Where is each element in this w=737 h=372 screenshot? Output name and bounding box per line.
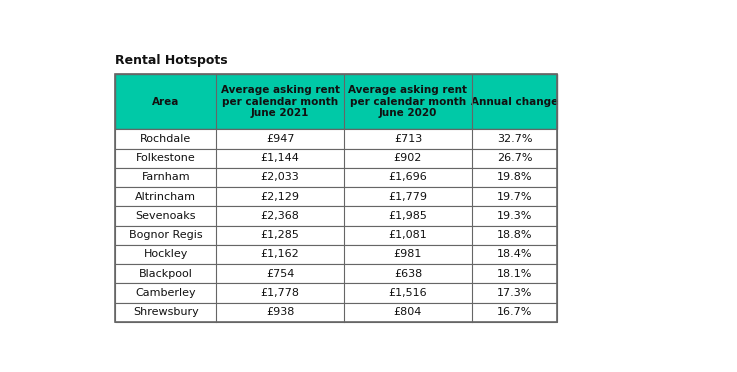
Bar: [116, 148, 557, 168]
Text: Average asking rent
per calendar month
June 2020: Average asking rent per calendar month J…: [349, 85, 467, 118]
Text: 18.4%: 18.4%: [497, 250, 532, 259]
Text: 32.7%: 32.7%: [497, 134, 532, 144]
Text: 16.7%: 16.7%: [497, 307, 532, 317]
Text: £804: £804: [394, 307, 422, 317]
Bar: [116, 225, 557, 245]
Text: £902: £902: [394, 153, 422, 163]
Bar: [116, 74, 557, 129]
Text: £1,696: £1,696: [388, 173, 427, 182]
Text: 18.8%: 18.8%: [497, 230, 532, 240]
Text: £2,033: £2,033: [261, 173, 299, 182]
Text: £981: £981: [394, 250, 422, 259]
Bar: [116, 264, 557, 283]
Text: £2,368: £2,368: [261, 211, 299, 221]
Text: £1,144: £1,144: [261, 153, 299, 163]
Text: Farnham: Farnham: [142, 173, 190, 182]
Text: 19.8%: 19.8%: [497, 173, 532, 182]
Text: Bognor Regis: Bognor Regis: [129, 230, 203, 240]
Text: £938: £938: [266, 307, 294, 317]
Text: Folkestone: Folkestone: [136, 153, 195, 163]
Text: £754: £754: [266, 269, 294, 279]
Text: Hockley: Hockley: [144, 250, 188, 259]
Text: Average asking rent
per calendar month
June 2021: Average asking rent per calendar month J…: [220, 85, 340, 118]
Text: £1,985: £1,985: [388, 211, 427, 221]
Text: Rental Hotspots: Rental Hotspots: [116, 54, 228, 67]
Text: 17.3%: 17.3%: [497, 288, 532, 298]
Text: Annual change: Annual change: [471, 97, 558, 107]
Text: 26.7%: 26.7%: [497, 153, 532, 163]
Text: £1,516: £1,516: [388, 288, 427, 298]
Text: 19.7%: 19.7%: [497, 192, 532, 202]
Text: Altrincham: Altrincham: [136, 192, 196, 202]
Bar: [116, 206, 557, 225]
Text: 19.3%: 19.3%: [497, 211, 532, 221]
Text: 18.1%: 18.1%: [497, 269, 532, 279]
Text: Blackpool: Blackpool: [139, 269, 192, 279]
Text: Rochdale: Rochdale: [140, 134, 192, 144]
Bar: [116, 302, 557, 322]
Bar: [116, 187, 557, 206]
Text: Sevenoaks: Sevenoaks: [136, 211, 196, 221]
Text: £2,129: £2,129: [261, 192, 299, 202]
Bar: [116, 245, 557, 264]
Text: £947: £947: [266, 134, 294, 144]
Bar: [116, 74, 557, 322]
Text: Area: Area: [152, 97, 179, 107]
Bar: [116, 283, 557, 302]
Text: £1,778: £1,778: [261, 288, 299, 298]
Text: Shrewsbury: Shrewsbury: [133, 307, 199, 317]
Bar: [116, 129, 557, 148]
Text: £1,285: £1,285: [261, 230, 299, 240]
Text: Camberley: Camberley: [136, 288, 196, 298]
Text: £713: £713: [394, 134, 422, 144]
Text: £638: £638: [394, 269, 422, 279]
Bar: [116, 168, 557, 187]
Text: £1,081: £1,081: [388, 230, 427, 240]
Text: £1,162: £1,162: [261, 250, 299, 259]
Text: £1,779: £1,779: [388, 192, 427, 202]
